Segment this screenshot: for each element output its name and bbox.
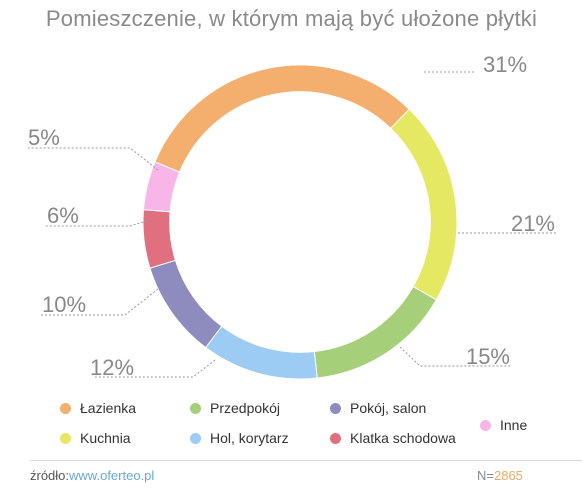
legend-swatch [330, 433, 341, 444]
slice-kuchnia [389, 108, 458, 301]
pct-label-pokoj-salon: 10% [42, 292, 86, 317]
donut-slices [142, 64, 458, 380]
legend-swatch [190, 433, 201, 444]
slice-inne [142, 161, 181, 213]
source-link[interactable]: www.oferteo.pl [69, 468, 155, 483]
pct-label-przedpokoj: 15% [466, 344, 510, 369]
legend-item-kuchnia: Kuchnia [60, 430, 131, 446]
legend-item-klatka-schodowa: Klatka schodowa [330, 430, 456, 446]
donut-chart: 31% 21% 15% 12% 10% 6% 5% [28, 52, 558, 380]
legend-label: Łazienka [80, 400, 137, 416]
legend-label: Klatka schodowa [350, 430, 456, 446]
legend-swatch [60, 433, 71, 444]
leader-line-przedpokoj [399, 346, 512, 367]
leader-lines [28, 71, 558, 378]
pct-label-hol-korytarz: 12% [90, 355, 134, 380]
legend-item-przedpokoj: Przedpokój [190, 400, 280, 416]
percentage-labels: 31% 21% 15% 12% 10% 6% 5% [28, 52, 555, 380]
legend-label: Kuchnia [80, 430, 131, 446]
legend-label: Przedpokój [210, 400, 281, 416]
slice-hol-korytarz [205, 325, 318, 380]
legend-item-hol-korytarz: Hol, korytarz [190, 430, 289, 446]
source-note: źródło:www.oferteo.pl [30, 468, 154, 483]
sample-size: N=2865 [477, 468, 523, 483]
slice-lazienka [154, 64, 410, 173]
source-label: źródło: [30, 468, 70, 483]
slice-klatka-schodowa [142, 209, 177, 269]
legend-swatch [330, 403, 341, 414]
legend-item-inne: Inne [480, 417, 527, 433]
chart-title: Pomieszczenie, w którym mają być ułożone… [45, 6, 538, 31]
leader-line-klatka-schodowa [45, 220, 148, 227]
leader-line-hol-korytarz [95, 359, 216, 378]
pct-label-kuchnia: 21% [511, 211, 555, 236]
sample-size-label: N= [477, 468, 494, 483]
legend-label: Inne [500, 417, 528, 433]
footer-divider [30, 460, 582, 461]
legend-label: Hol, korytarz [210, 430, 289, 446]
legend-label: Pokój, salon [350, 400, 427, 416]
sample-size-value: 2865 [493, 468, 523, 483]
legend-item-lazienka: Łazienka [60, 400, 136, 416]
legend-item-pokoj-salon: Pokój, salon [330, 400, 426, 416]
legend: Łazienka Przedpokój Pokój, salon Inne Kuchni… [60, 400, 580, 454]
slice-pokoj-salon [149, 259, 223, 349]
legend-swatch [480, 420, 491, 431]
leader-line-inne [28, 147, 159, 171]
legend-swatch [190, 403, 201, 414]
pct-label-klatka-schodowa: 6% [47, 203, 79, 228]
pct-label-inne: 5% [28, 125, 60, 150]
pct-label-lazienka: 31% [483, 52, 527, 77]
legend-swatch [60, 403, 71, 414]
